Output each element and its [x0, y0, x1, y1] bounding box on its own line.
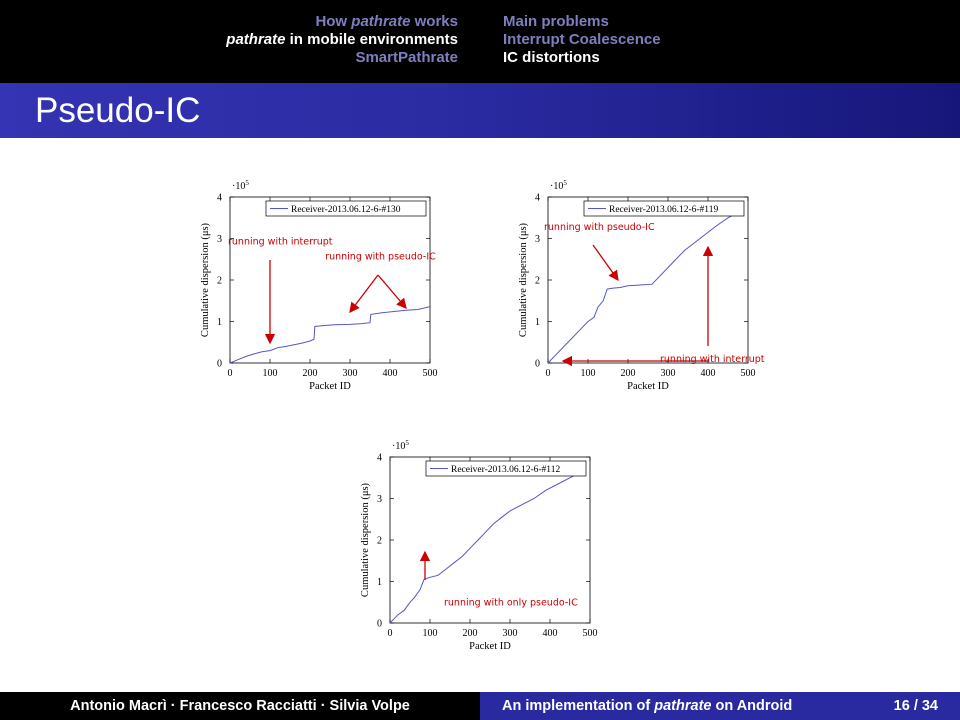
y-multiplier: ·105 — [392, 439, 409, 452]
legend-box — [425, 460, 587, 477]
series-line — [389, 475, 575, 624]
y-tick-label: 0 — [377, 619, 382, 630]
nav-text-em: pathrate — [226, 31, 286, 48]
top-navigation-bar: How pathrate works pathrate in mobile en… — [0, 0, 960, 83]
section-nav: How pathrate works pathrate in mobile en… — [226, 13, 458, 67]
x-axis-label: Packet ID — [627, 381, 669, 392]
nav-subsection-main-problems[interactable]: Main problems — [503, 13, 609, 30]
nav-text: SmartPathrate — [355, 49, 458, 66]
plot-frame — [229, 196, 431, 364]
footer-title-em: pathrate — [654, 698, 712, 714]
nav-section-pathrate-mobile[interactable]: pathrate in mobile environments — [226, 31, 458, 49]
y-tick-label: 2 — [535, 276, 540, 287]
x-tick-label: 300 — [343, 368, 358, 379]
x-tick-label: 200 — [621, 368, 636, 379]
nav-section-how-pathrate-works[interactable]: How pathrate works — [226, 13, 458, 31]
annotation-label: running with only pseudo-IC — [444, 598, 578, 609]
x-tick-label: 500 — [423, 368, 438, 379]
annotation-arrow — [377, 274, 407, 309]
series-line — [547, 215, 733, 364]
x-tick-label: 100 — [581, 368, 596, 379]
x-tick-label: 400 — [701, 368, 716, 379]
nav-text: works — [410, 13, 458, 30]
footer-right-panel — [480, 692, 960, 720]
chart-receiver-112: 0 100 200 300 400 500 0 1 2 3 4 ·105 Packet ID Cumula… — [360, 439, 598, 652]
x-tick-label: 500 — [583, 628, 598, 639]
y-multiplier: ·105 — [550, 179, 567, 192]
annotation-label: running with pseudo-IC — [325, 251, 436, 262]
footer-title-text: An implementation of — [502, 698, 655, 714]
y-tick-label: 4 — [535, 193, 540, 204]
nav-text-em: pathrate — [351, 13, 411, 30]
footer-left-panel: Antonio Macrì · Francesco Racciatti · Si… — [0, 692, 480, 720]
x-tick-label: 400 — [543, 628, 558, 639]
subsection-nav: Main problems Interrupt Coalescence IC d… — [503, 13, 661, 67]
x-axis-label: Packet ID — [469, 641, 511, 652]
y-axis-label: Cumulative dispersion (μs) — [360, 482, 371, 597]
legend-entry: Receiver-2013.06.12-6-#112 — [451, 465, 560, 475]
x-tick-label: 500 — [741, 368, 756, 379]
y-tick-label: 2 — [217, 276, 222, 287]
annotation-arrow — [592, 244, 619, 282]
x-tick-label: 0 — [388, 628, 393, 639]
x-axis-label: Packet ID — [309, 381, 351, 392]
legend-entry: Receiver-2013.06.12-6-#119 — [609, 205, 718, 215]
y-tick-label: 1 — [377, 577, 382, 588]
series-line — [229, 306, 431, 364]
y-tick-label: 0 — [535, 359, 540, 370]
y-multiplier: ·105 — [232, 179, 249, 192]
annotation-label: running with pseudo-IC — [544, 222, 655, 233]
legend-box — [265, 200, 427, 217]
legend-box — [583, 200, 745, 217]
x-tick-label: 100 — [263, 368, 278, 379]
annotation-label: running with interrupt — [660, 354, 765, 365]
chart-receiver-130: 0 100 200 300 400 500 0 1 2 3 4 ·105 Packet ID Cumula… — [200, 179, 438, 392]
nav-section-smartpathrate[interactable]: SmartPathrate — [226, 49, 458, 67]
legend-entry: Receiver-2013.06.12-6-#130 — [291, 205, 401, 215]
nav-subsection-interrupt-coalescence[interactable]: Interrupt Coalescence — [503, 31, 661, 48]
annotation-label: running with interrupt — [228, 237, 333, 248]
y-tick-label: 1 — [217, 317, 222, 328]
nav-text: How — [315, 13, 352, 30]
nav-subsection-ic-distortions[interactable]: IC distortions — [503, 49, 600, 66]
x-tick-label: 300 — [503, 628, 518, 639]
frame-title: Pseudo-IC — [35, 91, 201, 130]
footer-title-text: on Android — [711, 698, 793, 714]
x-tick-label: 400 — [383, 368, 398, 379]
chart-receiver-119: 0 100 200 300 400 500 0 1 2 3 4 ·105 Packet ID Cumula… — [518, 179, 765, 392]
x-tick-label: 200 — [463, 628, 478, 639]
y-axis-label: Cumulative dispersion (μs) — [518, 222, 529, 337]
y-tick-label: 1 — [535, 317, 540, 328]
y-tick-label: 4 — [217, 193, 222, 204]
footer: Antonio Macrì · Francesco Racciatti · Si… — [0, 692, 960, 720]
footer-presentation-title: An implementation of pathrate on Android — [502, 692, 792, 720]
y-tick-label: 3 — [535, 234, 540, 245]
frame-title-bar — [0, 83, 960, 138]
y-tick-label: 3 — [217, 234, 222, 245]
y-tick-label: 4 — [377, 453, 382, 464]
x-tick-label: 300 — [661, 368, 676, 379]
y-tick-label: 3 — [377, 494, 382, 505]
y-axis-label: Cumulative dispersion (μs) — [200, 222, 211, 337]
x-tick-label: 0 — [546, 368, 551, 379]
nav-text: in mobile environments — [285, 31, 458, 48]
x-tick-label: 0 — [228, 368, 233, 379]
x-tick-label: 100 — [423, 628, 438, 639]
footer-authors: Antonio Macrì · Francesco Racciatti · Si… — [70, 698, 410, 714]
x-tick-label: 200 — [303, 368, 318, 379]
y-tick-label: 2 — [377, 536, 382, 547]
annotation-arrow — [349, 274, 379, 314]
y-tick-label: 0 — [217, 359, 222, 370]
page-number: 16 / 34 — [893, 698, 938, 714]
